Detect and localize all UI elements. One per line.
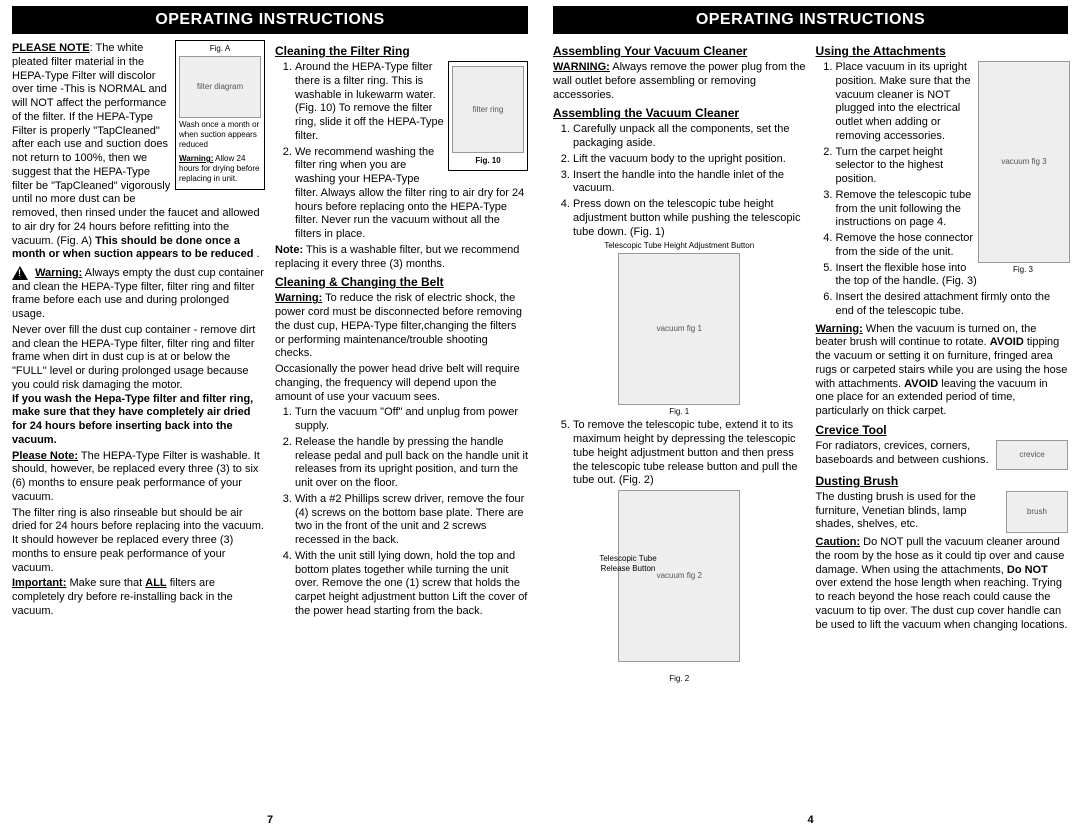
av-step-4: Press down on the telescopic tube height… xyxy=(573,198,806,239)
filter-ring-para: The filter ring is also rinseable but sh… xyxy=(12,507,265,576)
ua-warn-label: Warning: xyxy=(816,323,863,335)
assem-list: Carefully unpack all the components, set… xyxy=(553,123,806,239)
heading-clean-filter-ring: Cleaning the Filter Ring xyxy=(275,44,528,59)
heading-belt: Cleaning & Changing the Belt xyxy=(275,275,528,290)
fig-10-label: Fig. 10 xyxy=(475,156,500,166)
belt-step-3: With a #2 Phillips screw driver, remove … xyxy=(295,493,528,548)
fig-3-container: vacuum fig 3 Fig. 3 xyxy=(978,61,1068,275)
warn1-label: Warning: xyxy=(35,267,82,279)
pn2-label: Please Note: xyxy=(12,450,78,462)
imp-text1: Make sure that xyxy=(66,577,145,589)
belt-step-4: With the unit still lying down, hold the… xyxy=(295,550,528,619)
fig-a-box: Fig. A filter diagram Wash once a month … xyxy=(175,40,265,190)
please-note-2: Please Note: The HEPA-Type Filter is was… xyxy=(12,450,265,505)
imp-label: Important: xyxy=(12,577,66,589)
av-step-1: Carefully unpack all the components, set… xyxy=(573,123,806,151)
caution-bold: Do NOT xyxy=(1007,564,1048,576)
fig-2-container: vacuum fig 2 Telescopic Tube Release But… xyxy=(553,490,806,684)
right-page-col1: Assembling Your Vacuum Cleaner WARNING: … xyxy=(553,40,806,684)
warning-icon xyxy=(12,266,28,280)
heading-assem-your: Assembling Your Vacuum Cleaner xyxy=(553,44,806,59)
left-page-col1: Fig. A filter diagram Wash once a month … xyxy=(12,40,265,621)
heading-dusting: Dusting Brush xyxy=(816,474,1069,489)
dusting-brush-icon: brush xyxy=(1006,491,1068,533)
ua-step-6: Insert the desired attachment firmly ont… xyxy=(836,291,1069,319)
belt-warn-label: Warning: xyxy=(275,292,322,304)
page-right: OPERATING INSTRUCTIONS Assembling Your V… xyxy=(540,0,1080,834)
fig-a-text: Wash once a month or when suction appear… xyxy=(179,120,261,150)
cfr-note: Note: This is a washable filter, but we … xyxy=(275,244,528,272)
fig-10-illustration: filter ring xyxy=(452,66,524,153)
heading-using: Using the Attachments xyxy=(816,44,1069,59)
assem-warning: WARNING: Always remove the power plug fr… xyxy=(553,61,806,102)
cfr-note-text: This is a washable filter, but we recomm… xyxy=(275,244,519,270)
para2: Never over fill the dust cup container -… xyxy=(12,324,255,391)
page-num-left: 7 xyxy=(0,814,540,828)
av-step-3: Insert the handle into the handle inlet … xyxy=(573,169,806,197)
fig-a-warn-label: Warning: xyxy=(179,154,213,163)
overfill-para: Never over fill the dust cup container -… xyxy=(12,324,265,448)
av-step-5: To remove the telescopic tube, extend it… xyxy=(573,419,806,488)
caution-label: Caution: xyxy=(816,536,861,548)
fig-a-label: Fig. A xyxy=(179,44,261,54)
fig2-label: Fig. 2 xyxy=(553,674,806,684)
fig2-callout: Telescopic Tube Release Button xyxy=(593,554,663,574)
right-page-col2: Using the Attachments vacuum fig 3 Fig. … xyxy=(816,40,1069,684)
using-warning: Warning: When the vacuum is turned on, t… xyxy=(816,323,1069,419)
imp-all: ALL xyxy=(145,577,166,589)
page-num-right: 4 xyxy=(541,814,1080,828)
title-bar-left: OPERATING INSTRUCTIONS xyxy=(12,6,528,34)
cfr-note-label: Note: xyxy=(275,244,303,256)
belt-para: Occasionally the power head drive belt w… xyxy=(275,363,528,404)
belt-list: Turn the vacuum "Off" and unplug from po… xyxy=(275,406,528,618)
left-page-col2: Cleaning the Filter Ring filter ring Fig… xyxy=(275,40,528,621)
fig-a-illustration: filter diagram xyxy=(179,56,261,118)
av-step-2: Lift the vacuum body to the upright posi… xyxy=(573,153,806,167)
warning-empty-para: Warning: Always empty the dust cup conta… xyxy=(12,266,265,322)
crevice-tool-icon: crevice xyxy=(996,440,1068,470)
fig-1-container: Telescopic Tube Height Adjustment Button… xyxy=(553,241,806,417)
fig1-callout: Telescopic Tube Height Adjustment Button xyxy=(553,241,806,251)
para2-bold: If you wash the Hepa-Type filter and fil… xyxy=(12,393,253,446)
fig-10-box: filter ring Fig. 10 xyxy=(448,61,528,171)
ua-avoid1: AVOID xyxy=(990,336,1024,348)
fig3-label: Fig. 3 xyxy=(978,265,1068,275)
caution2: over extend the hose length when reachin… xyxy=(816,577,1068,630)
ua-avoid2: AVOID xyxy=(904,378,938,390)
fig1-label: Fig. 1 xyxy=(553,407,806,417)
heading-crevice: Crevice Tool xyxy=(816,423,1069,438)
fig-3-illustration: vacuum fig 3 xyxy=(978,61,1070,263)
assem-warn-label: WARNING: xyxy=(553,61,610,73)
belt-step-2: Release the handle by pressing the handl… xyxy=(295,436,528,491)
caution-para: Caution: Do NOT pull the vacuum cleaner … xyxy=(816,536,1069,632)
belt-step-1: Turn the vacuum "Off" and unplug from po… xyxy=(295,406,528,434)
assem-list-cont: To remove the telescopic tube, extend it… xyxy=(553,419,806,488)
fig-1-illustration: vacuum fig 1 xyxy=(618,253,740,405)
heading-assem-vac: Assembling the Vacuum Cleaner xyxy=(553,106,806,121)
title-bar-right: OPERATING INSTRUCTIONS xyxy=(553,6,1068,34)
important-para: Important: Make sure that ALL filters ar… xyxy=(12,577,265,618)
page-left: OPERATING INSTRUCTIONS Fig. A filter dia… xyxy=(0,0,540,834)
belt-warning: Warning: To reduce the risk of electric … xyxy=(275,292,528,361)
fig-2-illustration: vacuum fig 2 xyxy=(618,490,740,662)
please-note-label: PLEASE NOTE xyxy=(12,42,90,54)
